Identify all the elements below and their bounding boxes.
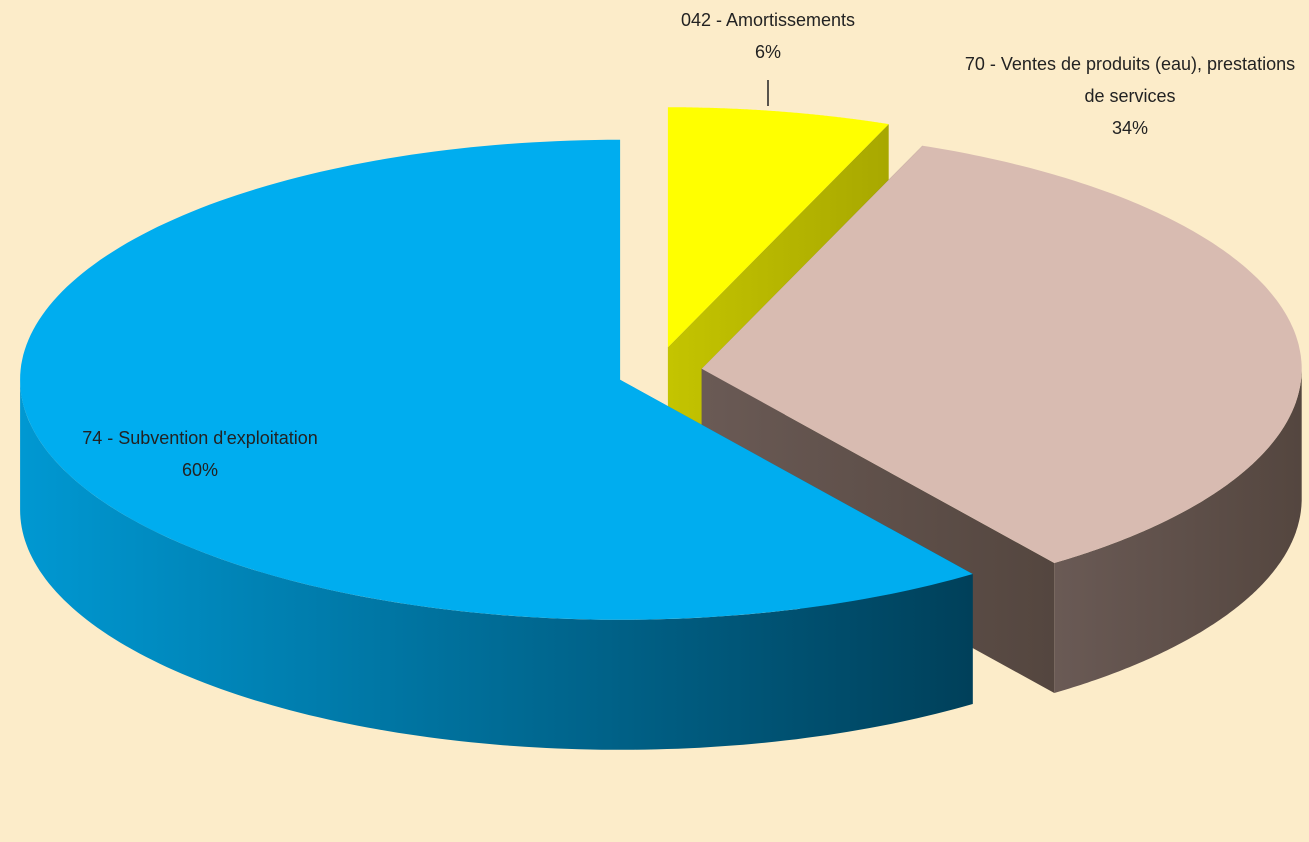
value-label: 60% [181,460,219,480]
category-label: 74 - Subvention d'exploitation [82,428,318,448]
slice [667,107,889,348]
value-label: 34% [1111,118,1149,138]
slice-label: 70 - Ventes de produits (eau), prestatio… [960,48,1300,144]
slice [20,139,973,620]
category-label: 042 - Amortissements [680,10,856,30]
slice-label: 042 - Amortissements 6% [618,4,918,68]
category-label: 70 - Ventes de produits (eau), prestatio… [964,54,1296,106]
slice [701,145,1302,563]
slice-label: 74 - Subvention d'exploitation 60% [20,422,380,486]
slice-side [20,379,973,750]
slice-side [1054,368,1302,693]
value-label: 6% [754,42,781,62]
